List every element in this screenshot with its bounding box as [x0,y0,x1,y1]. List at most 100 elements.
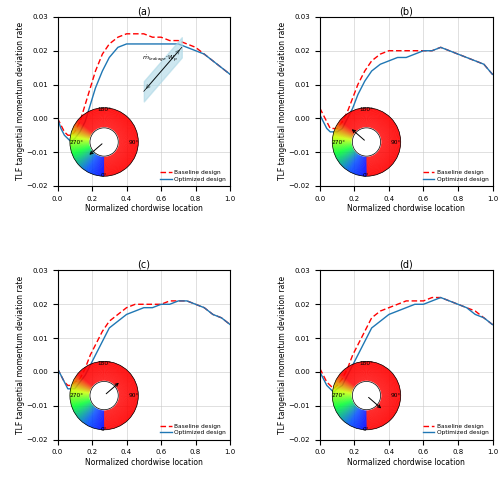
Baseline design [446,298,452,304]
Optimized design [362,78,368,84]
Baseline design [218,315,224,321]
Baseline design [92,68,98,74]
Baseline design [334,126,340,131]
Baseline design [455,301,461,307]
Optimized design [340,383,345,388]
Baseline design [394,301,400,307]
Baseline design [368,315,374,321]
Baseline design [334,383,340,388]
Baseline design [420,48,426,54]
Optimized design [455,301,461,307]
Optimized design [386,312,392,317]
Baseline design [72,129,78,135]
Optimized design [403,305,409,311]
Title: (d): (d) [400,260,413,270]
X-axis label: Normalized chordwise location: Normalized chordwise location [348,204,465,213]
Baseline design [158,34,164,40]
Optimized design [201,305,207,311]
Optimized design [166,41,172,47]
Baseline design [132,31,138,37]
Baseline design [412,298,418,304]
Optimized design [54,115,60,121]
Baseline design [184,41,190,47]
Baseline design [472,58,478,64]
Baseline design [378,51,384,57]
Baseline design [58,122,64,128]
Baseline design [464,55,469,60]
Optimized design [490,71,496,77]
Baseline design [106,41,112,47]
Optimized design [150,305,156,311]
Optimized design [88,362,94,368]
Optimized design [92,352,98,358]
Optimized design [317,112,323,118]
Baseline design [124,31,130,37]
Line: Optimized design: Optimized design [320,47,492,132]
Optimized design [490,322,496,327]
Y-axis label: TLF tangential momentum deviation rate: TLF tangential momentum deviation rate [278,276,287,434]
Line: Baseline design: Baseline design [320,47,492,128]
Line: Baseline design: Baseline design [58,301,230,385]
Optimized design [176,298,182,304]
Optimized design [77,129,83,135]
Baseline design [77,119,83,125]
Optimized design [77,379,83,385]
Baseline design [106,318,112,324]
Optimized design [68,386,74,392]
Baseline design [115,34,121,40]
Baseline design [68,132,74,138]
X-axis label: Normalized chordwise location: Normalized chordwise location [348,458,465,467]
Optimized design [320,119,326,125]
Baseline design [62,379,68,385]
Baseline design [124,305,130,311]
X-axis label: Normalized chordwise location: Normalized chordwise location [85,204,202,213]
Title: (c): (c) [138,260,150,270]
Baseline design [317,366,323,371]
Optimized design [420,48,426,54]
Optimized design [438,44,444,50]
Optimized design [227,71,233,77]
Baseline design [320,372,326,378]
Baseline design [82,102,88,108]
Optimized design [141,305,147,311]
Optimized design [472,58,478,64]
Baseline design [327,383,333,388]
Baseline design [429,48,435,54]
Baseline design [176,38,182,43]
Optimized design [58,372,64,378]
Baseline design [490,71,496,77]
Baseline design [403,48,409,54]
Baseline design [192,44,198,50]
Optimized design [394,55,400,60]
Optimized design [378,61,384,67]
Baseline design [344,109,350,114]
Baseline design [141,301,147,307]
Optimized design [201,51,207,57]
Optimized design [330,129,336,135]
Y-axis label: TLF tangential momentum deviation rate: TLF tangential momentum deviation rate [16,22,25,181]
Optimized design [355,352,361,358]
Optimized design [150,41,156,47]
Optimized design [334,386,340,392]
Optimized design [368,325,374,331]
Optimized design [455,51,461,57]
Title: (b): (b) [400,6,413,16]
Baseline design [481,315,487,321]
Baseline design [386,305,392,311]
Baseline design [210,58,216,64]
Baseline design [455,51,461,57]
Baseline design [54,115,60,121]
Baseline design [176,298,182,304]
Line: Baseline design: Baseline design [320,298,492,389]
Baseline design [350,352,356,358]
Legend: Baseline design, Optimized design: Baseline design, Optimized design [159,169,227,183]
Optimized design [344,372,350,378]
Baseline design [62,129,68,135]
Baseline design [340,119,345,125]
Baseline design [158,301,164,307]
Baseline design [88,85,94,91]
Optimized design [100,339,105,344]
Optimized design [192,48,198,54]
Baseline design [429,295,435,300]
Baseline design [481,61,487,67]
